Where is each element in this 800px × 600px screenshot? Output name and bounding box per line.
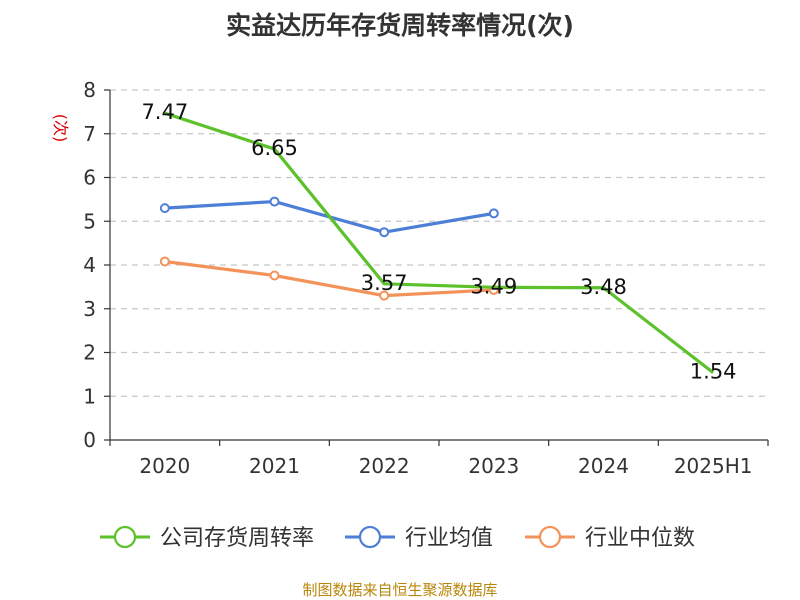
data-label: 1.54 xyxy=(690,360,737,384)
grid-lines xyxy=(110,89,768,397)
y-tick-label: 7 xyxy=(83,122,96,146)
y-axis-label: (次) xyxy=(51,114,70,143)
source-note: 制图数据来自恒生聚源数据库 xyxy=(302,581,497,599)
x-tick-label: 2025H1 xyxy=(674,454,753,478)
data-label: 3.48 xyxy=(580,275,627,299)
axes: 0 1 2 3 4 5 6 7 8 2020 2021 2022 2023 2024 2025H1 xyxy=(83,78,769,478)
legend-label: 公司存货周转率 xyxy=(160,526,314,551)
chart-title: 实益达历年存货周转率情况(次) xyxy=(226,11,574,40)
legend-item-1: 行业均值 xyxy=(345,525,493,551)
series-point xyxy=(379,227,390,238)
series-point xyxy=(269,270,280,281)
y-tick-label: 2 xyxy=(83,341,96,365)
series-point xyxy=(379,290,390,301)
legend-item-0: 公司存货周转率 xyxy=(100,525,314,551)
x-tick-label: 2024 xyxy=(578,454,629,478)
data-labels: 7.47 6.65 3.57 3.49 3.48 1.54 xyxy=(141,100,736,383)
data-label: 3.57 xyxy=(361,271,408,295)
y-tick-label: 1 xyxy=(83,384,96,408)
x-tick-label: 2020 xyxy=(139,454,190,478)
y-tick-label: 8 xyxy=(83,78,96,102)
legend-marker xyxy=(538,525,562,549)
legend-label: 行业均值 xyxy=(405,526,493,551)
series-2 xyxy=(159,256,499,301)
data-label: 3.49 xyxy=(470,274,517,298)
data-label: 7.47 xyxy=(141,100,188,124)
legend-marker xyxy=(358,525,382,549)
data-label: 6.65 xyxy=(251,136,298,160)
y-tick-label: 6 xyxy=(83,166,96,190)
legend: 公司存货周转率 行业均值 行业中位数 xyxy=(100,525,695,551)
series-line xyxy=(164,259,494,298)
series-point xyxy=(159,256,170,267)
series-point xyxy=(269,196,280,207)
series-0 xyxy=(164,111,715,374)
y-tick-label: 0 xyxy=(83,428,96,452)
legend-label: 行业中位数 xyxy=(585,526,695,551)
legend-item-2: 行业中位数 xyxy=(525,525,695,551)
y-tick-label: 3 xyxy=(83,297,96,321)
series-layer xyxy=(159,111,715,374)
series-point xyxy=(488,208,499,219)
x-tick-label: 2022 xyxy=(359,454,410,478)
x-tick-label: 2023 xyxy=(468,454,519,478)
series-point xyxy=(159,203,170,214)
x-tick-label: 2021 xyxy=(249,454,300,478)
series-line xyxy=(164,111,715,374)
y-tick-label: 4 xyxy=(83,253,96,277)
y-tick-label: 5 xyxy=(83,209,96,233)
legend-marker xyxy=(113,525,137,549)
